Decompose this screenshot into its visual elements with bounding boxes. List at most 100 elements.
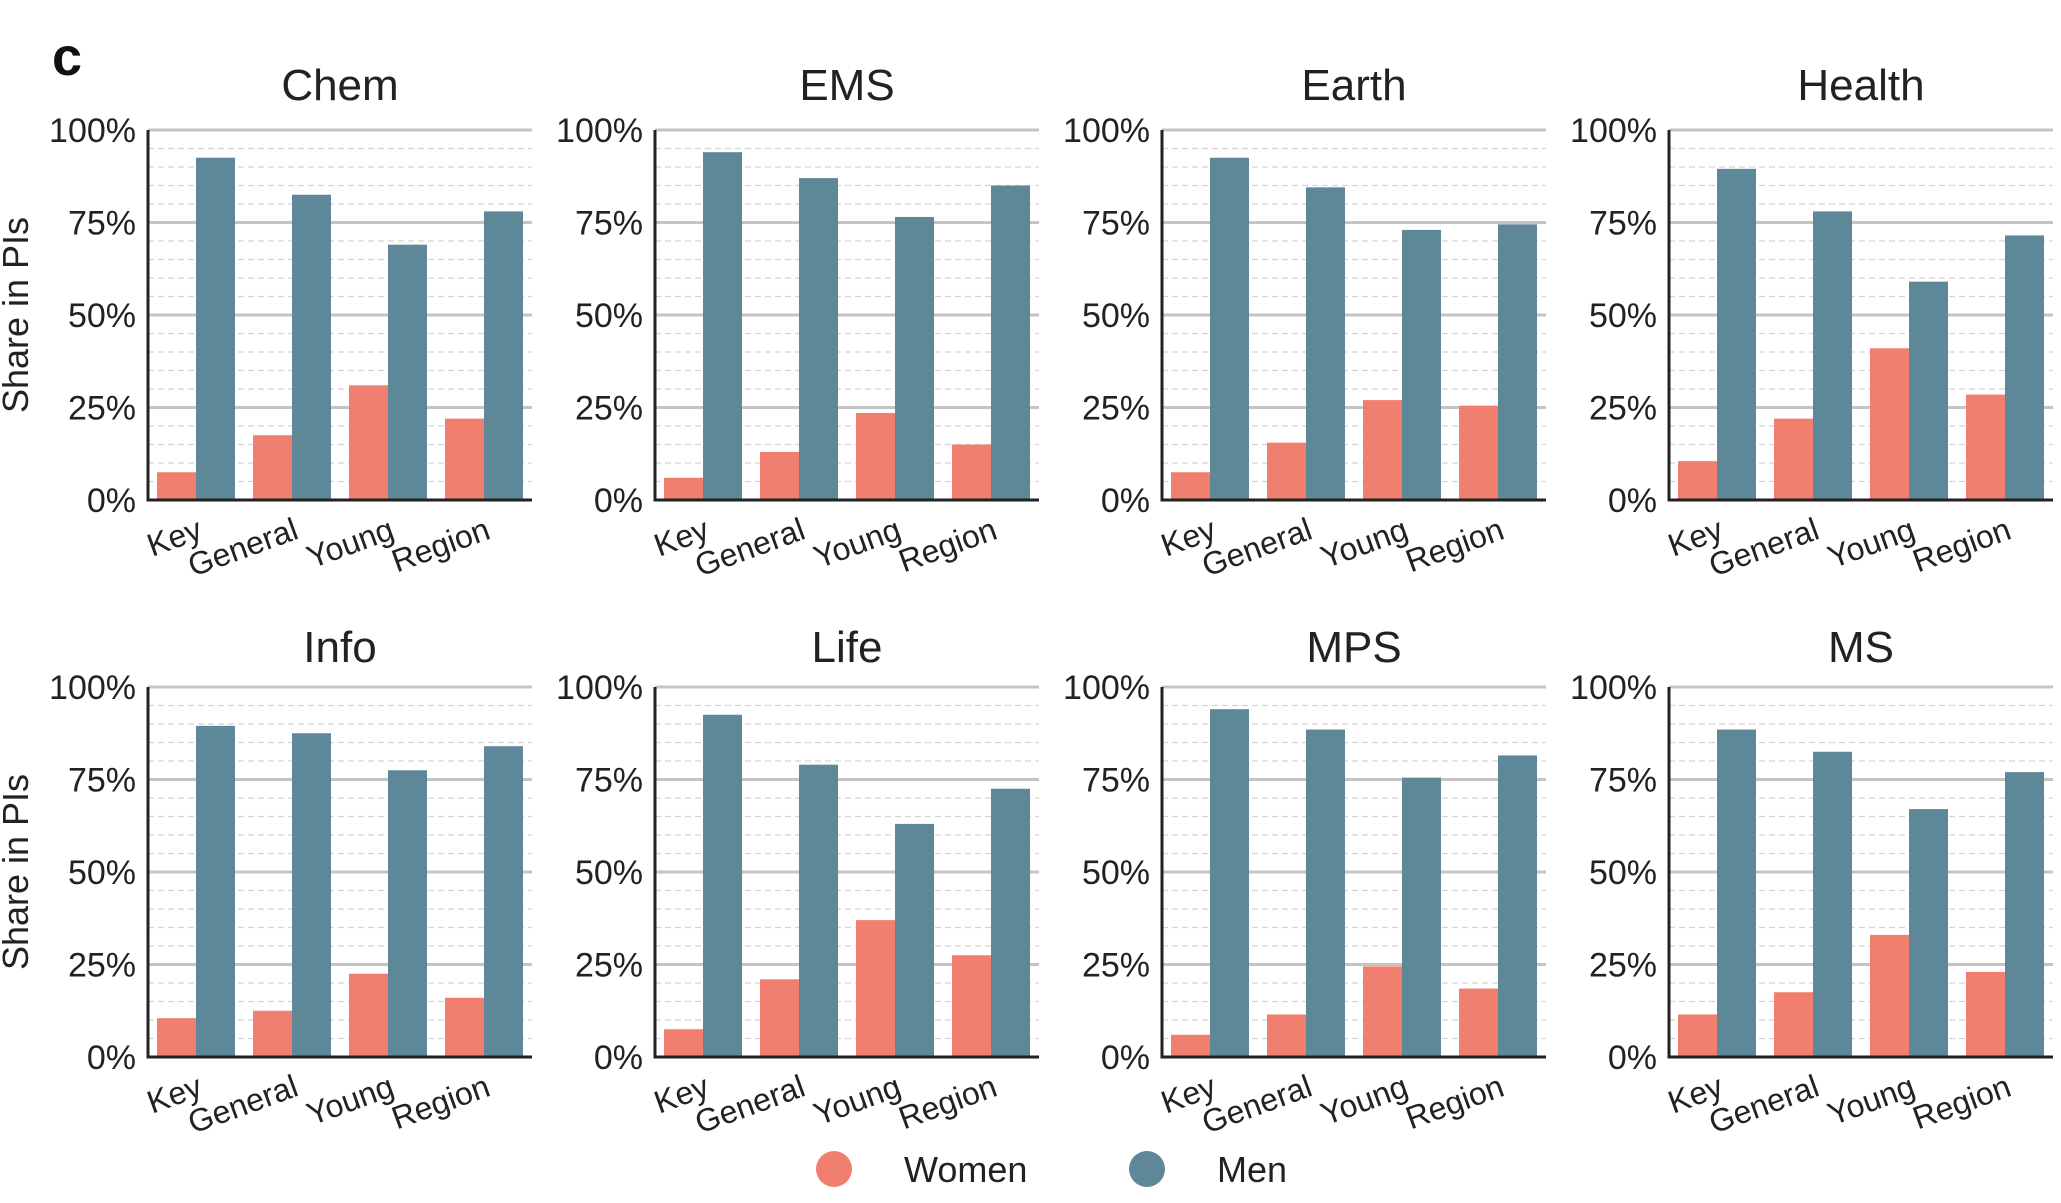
bar-men-young <box>388 244 427 500</box>
y-tick-label: 0% <box>1101 482 1150 520</box>
y-tick-label: 50% <box>1082 297 1150 335</box>
y-tick-label: 25% <box>68 390 136 428</box>
y-tick-label: 25% <box>575 947 643 985</box>
bar-women-general <box>1267 1014 1306 1057</box>
bar-men-region <box>1498 755 1537 1057</box>
bar-women-key <box>1171 1034 1210 1057</box>
bar-men-young <box>388 770 427 1057</box>
panel-title: Life <box>812 623 883 672</box>
x-tick-label: Region <box>1401 511 1509 580</box>
y-tick-label: 75% <box>1082 205 1150 243</box>
y-tick-label: 25% <box>1589 390 1657 428</box>
y-tick-label: 100% <box>1570 669 1657 707</box>
y-tick-label: 0% <box>87 1039 136 1077</box>
y-tick-label: 25% <box>1082 947 1150 985</box>
x-tick-label: Young <box>302 1068 399 1132</box>
y-tick-label: 75% <box>575 762 643 800</box>
bar-women-young <box>1870 348 1909 500</box>
bar-women-region <box>1459 405 1498 500</box>
x-tick-label: General <box>1197 511 1316 584</box>
panel-title: MS <box>1828 623 1894 672</box>
legend-marker <box>1129 1151 1165 1187</box>
bar-women-key <box>1171 472 1210 500</box>
bar-women-general <box>253 435 292 500</box>
bar-women-region <box>952 444 991 500</box>
bar-men-general <box>292 733 331 1057</box>
y-tick-label: 25% <box>1082 390 1150 428</box>
legend-item-women: Women <box>816 1149 1027 1190</box>
x-tick-label: General <box>690 1068 809 1141</box>
bar-men-young <box>1402 777 1441 1057</box>
panel-title: MPS <box>1306 623 1401 672</box>
x-tick-label: Young <box>1823 1068 1920 1132</box>
bar-men-key <box>1210 157 1249 500</box>
bar-women-young <box>1870 934 1909 1057</box>
x-tick-label: Region <box>894 511 1002 580</box>
x-tick-label: General <box>1197 1068 1316 1141</box>
y-tick-label: 100% <box>1063 112 1150 150</box>
bar-men-general <box>1813 751 1852 1057</box>
y-tick-label: 100% <box>556 669 643 707</box>
bar-women-general <box>253 1010 292 1057</box>
bar-men-key <box>196 157 235 500</box>
y-tick-label: 75% <box>575 205 643 243</box>
bar-men-young <box>1909 809 1948 1057</box>
x-tick-label: Young <box>809 1068 906 1132</box>
y-tick-label: 75% <box>68 762 136 800</box>
bar-women-key <box>664 1029 703 1057</box>
x-tick-label: Young <box>809 511 906 575</box>
y-tick-label: 50% <box>1589 854 1657 892</box>
x-tick-label: Region <box>894 1068 1002 1137</box>
bar-men-young <box>895 216 934 500</box>
x-tick-label: General <box>1704 1068 1823 1141</box>
legend: Women Men <box>816 1149 1287 1190</box>
y-tick-label: 50% <box>575 297 643 335</box>
bar-women-general <box>1774 992 1813 1057</box>
x-tick-label: Young <box>302 511 399 575</box>
bar-men-key <box>1210 709 1249 1057</box>
x-tick-label: Young <box>1823 511 1920 575</box>
bar-women-key <box>1678 461 1717 500</box>
x-tick-label: Region <box>387 511 495 580</box>
bar-women-key <box>157 472 196 500</box>
y-tick-label: 50% <box>1589 297 1657 335</box>
bar-men-region <box>2005 772 2044 1057</box>
x-tick-label: Region <box>387 1068 495 1137</box>
bar-men-region <box>1498 224 1537 500</box>
bar-women-region <box>445 418 484 500</box>
bar-women-region <box>1966 394 2005 500</box>
bar-women-general <box>1267 442 1306 500</box>
bar-men-general <box>1306 187 1345 500</box>
x-tick-label: Young <box>1316 1068 1413 1132</box>
bar-women-young <box>856 413 895 500</box>
bar-men-region <box>991 185 1030 500</box>
legend-marker <box>816 1151 852 1187</box>
bar-men-general <box>799 178 838 500</box>
panel-title: Info <box>303 623 376 672</box>
bar-men-general <box>292 194 331 500</box>
y-tick-label: 0% <box>87 482 136 520</box>
y-tick-label: 75% <box>68 205 136 243</box>
bar-women-region <box>1966 971 2005 1057</box>
bar-women-young <box>856 920 895 1057</box>
bar-men-young <box>1402 229 1441 500</box>
y-tick-label: 25% <box>1589 947 1657 985</box>
panel-title: EMS <box>799 61 894 110</box>
y-tick-label: 50% <box>1082 854 1150 892</box>
bar-women-key <box>1678 1014 1717 1057</box>
bar-women-young <box>1363 400 1402 500</box>
panel-title: Chem <box>281 61 398 110</box>
y-tick-label: 75% <box>1589 205 1657 243</box>
bar-women-region <box>445 997 484 1057</box>
y-tick-label: 0% <box>1608 1039 1657 1077</box>
y-tick-label: 50% <box>68 854 136 892</box>
bar-men-key <box>1717 729 1756 1057</box>
panel-title: Health <box>1797 61 1924 110</box>
